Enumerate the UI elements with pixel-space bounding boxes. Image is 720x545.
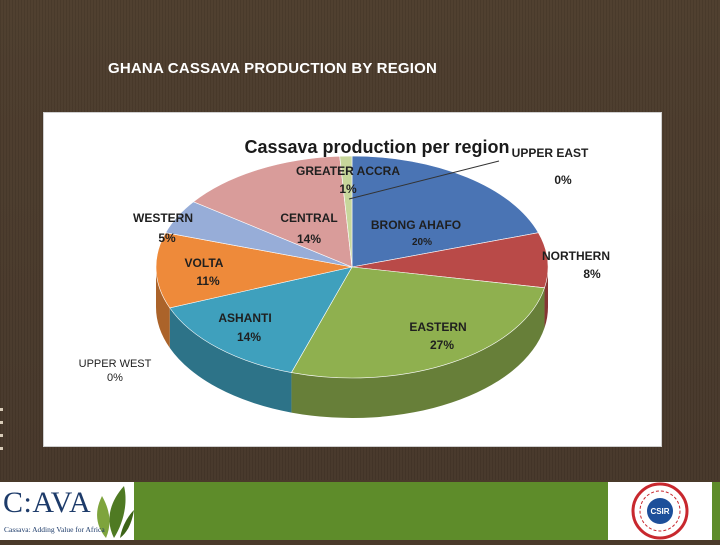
cava-logo: C:AVA Cassava: Adding Value for Africa xyxy=(0,482,134,540)
label-upper-west-value: 0% xyxy=(107,372,123,384)
slide-edge-marks xyxy=(0,408,4,458)
label-central-value: 14% xyxy=(297,232,321,246)
leaf-icon xyxy=(97,486,134,538)
label-upper-east-value: 0% xyxy=(554,173,572,187)
cava-logo-brand: C:AVA xyxy=(3,486,92,519)
upper-east-leader-line xyxy=(348,160,500,200)
pie-side-eastern xyxy=(291,287,545,418)
label-brong-ahafo-value: 20% xyxy=(412,237,432,248)
pie-slice-central xyxy=(192,155,353,268)
cava-logo-tagline: Cassava: Adding Value for Africa xyxy=(4,525,105,534)
label-upper-west-name: UPPER WEST xyxy=(78,358,152,370)
label-ashanti-value: 14% xyxy=(237,330,261,344)
pie-side-ashanti xyxy=(169,307,292,413)
label-ashanti-name: ASHANTI xyxy=(218,311,271,325)
pie-slice-eastern xyxy=(290,266,545,379)
pie-slice-greater-accra xyxy=(339,155,353,268)
label-western-name: WESTERN xyxy=(133,211,193,225)
slide-title: GHANA CASSAVA PRODUCTION BY REGION xyxy=(108,60,438,77)
label-northern-name: NORTHERN xyxy=(542,249,610,263)
label-central-name: CENTRAL xyxy=(280,211,337,225)
chart-title: Cassava production per region xyxy=(244,137,509,157)
chart-panel: BRONG AHAFO 20% NORTHERN 8% EASTERN 27% ASHANT… xyxy=(43,112,662,447)
label-western-value: 5% xyxy=(158,231,176,245)
pie-slice-ashanti xyxy=(169,266,353,373)
pie-side-northern xyxy=(544,267,548,328)
label-greater-accra-value: 1% xyxy=(339,182,357,196)
label-eastern-value: 27% xyxy=(430,338,454,352)
label-upper-east-name: UPPER EAST xyxy=(512,146,589,160)
label-brong-ahafo-name: BRONG AHAFO xyxy=(371,218,461,232)
label-greater-accra-name: GREATER ACCRA xyxy=(296,164,400,178)
pie-slice-northern xyxy=(351,232,549,289)
csir-seal-icon: CSIR xyxy=(631,482,689,540)
label-upper-west: UPPER WEST 0% xyxy=(72,357,158,385)
label-northern-value: 8% xyxy=(583,267,601,281)
pie-slice-volta xyxy=(155,232,353,309)
pie-side-volta xyxy=(156,267,170,348)
csir-logo: CSIR xyxy=(608,482,712,540)
pie-slice-brong-ahafo xyxy=(351,155,539,268)
label-volta-name: VOLTA xyxy=(185,256,224,270)
label-volta-value: 11% xyxy=(196,274,220,288)
label-eastern-name: EASTERN xyxy=(409,320,466,334)
pie-chart: BRONG AHAFO 20% NORTHERN 8% EASTERN 27% ASHANT… xyxy=(133,137,610,418)
csir-seal-text: CSIR xyxy=(650,507,669,516)
